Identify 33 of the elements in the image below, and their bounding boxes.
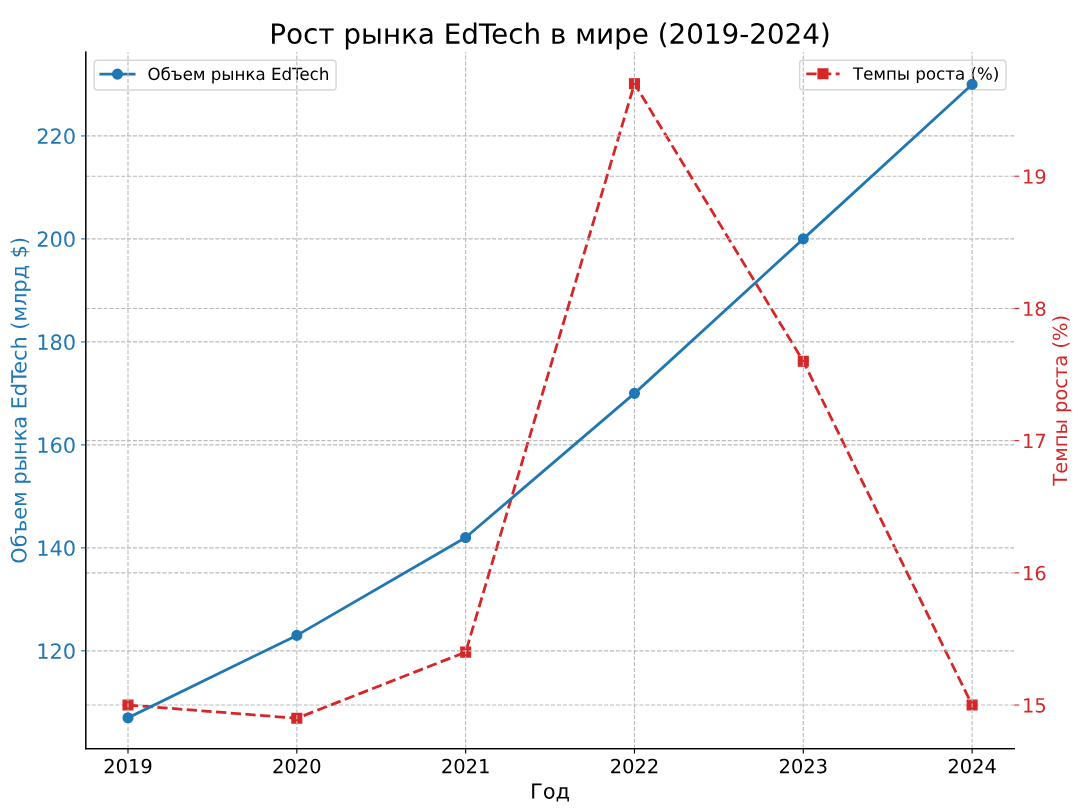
y-tick-label: 200 bbox=[37, 231, 75, 248]
x-tick-label: 2021 bbox=[442, 758, 489, 774]
x-tick-label: 2023 bbox=[779, 758, 827, 774]
y-tick-label: 220 bbox=[37, 128, 75, 145]
legend-label: Темпы роста (%) bbox=[852, 66, 998, 84]
point bbox=[122, 699, 134, 711]
point bbox=[797, 233, 809, 245]
chart-title: Рост рынка EdTech в мире (2019-2024) bbox=[272, 22, 829, 50]
y2-tick-label: 17 bbox=[1024, 433, 1046, 449]
x-tick-label: 2019 bbox=[104, 758, 152, 774]
point bbox=[966, 699, 978, 711]
x-tick-label: 2024 bbox=[948, 758, 996, 774]
point bbox=[122, 712, 134, 724]
y2-tick-label: 15 bbox=[1024, 698, 1046, 713]
y-tick-label: 140 bbox=[38, 540, 75, 557]
legend-label: Объем рынка EdTech bbox=[148, 66, 328, 84]
y-tick-label: 160 bbox=[38, 437, 75, 454]
point bbox=[291, 629, 303, 641]
point bbox=[291, 712, 303, 724]
x-axis-title: Год bbox=[532, 783, 569, 802]
y-tick-label: 120 bbox=[38, 643, 75, 660]
y2-tick-label: 16 bbox=[1024, 565, 1046, 581]
x-tick-label: 2020 bbox=[273, 758, 321, 774]
point bbox=[460, 531, 472, 544]
x-tick-label: 2022 bbox=[611, 758, 658, 774]
point bbox=[628, 78, 641, 90]
y-tick-label: 180 bbox=[38, 334, 75, 351]
y2-tick-label: 18 bbox=[1024, 301, 1046, 317]
y-axis-title: Объем рынка EdTech (млрд $) bbox=[10, 238, 31, 563]
point bbox=[628, 387, 641, 399]
y2-axis-title: Темпы роста (%) bbox=[1052, 316, 1072, 486]
y2-tick-label: 19 bbox=[1024, 169, 1046, 184]
point bbox=[797, 355, 809, 367]
